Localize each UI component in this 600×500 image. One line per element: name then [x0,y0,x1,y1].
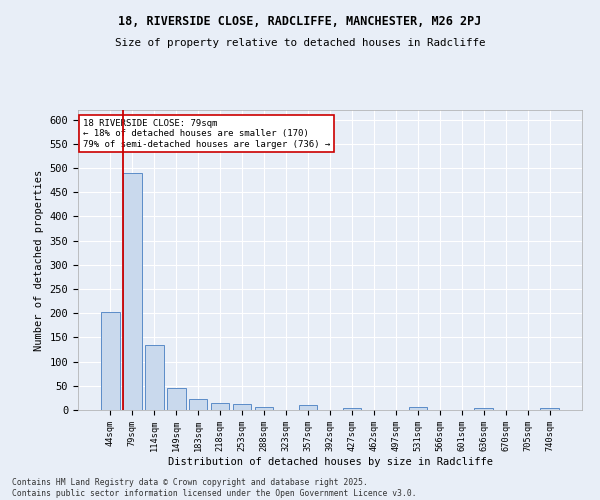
X-axis label: Distribution of detached houses by size in Radcliffe: Distribution of detached houses by size … [167,457,493,467]
Bar [167,388,185,410]
Bar [343,408,361,410]
Bar [541,408,559,410]
Text: Size of property relative to detached houses in Radcliffe: Size of property relative to detached ho… [115,38,485,48]
Bar [211,402,229,410]
Text: Contains HM Land Registry data © Crown copyright and database right 2025.
Contai: Contains HM Land Registry data © Crown c… [12,478,416,498]
Bar [255,406,274,410]
Bar [123,173,142,410]
Bar [475,408,493,410]
Bar [299,405,317,410]
Text: 18, RIVERSIDE CLOSE, RADCLIFFE, MANCHESTER, M26 2PJ: 18, RIVERSIDE CLOSE, RADCLIFFE, MANCHEST… [118,15,482,28]
Y-axis label: Number of detached properties: Number of detached properties [34,170,44,350]
Bar [409,406,427,410]
Bar [145,344,164,410]
Text: 18 RIVERSIDE CLOSE: 79sqm
← 18% of detached houses are smaller (170)
79% of semi: 18 RIVERSIDE CLOSE: 79sqm ← 18% of detac… [83,119,330,149]
Bar [233,404,251,410]
Bar [101,312,119,410]
Bar [189,400,208,410]
